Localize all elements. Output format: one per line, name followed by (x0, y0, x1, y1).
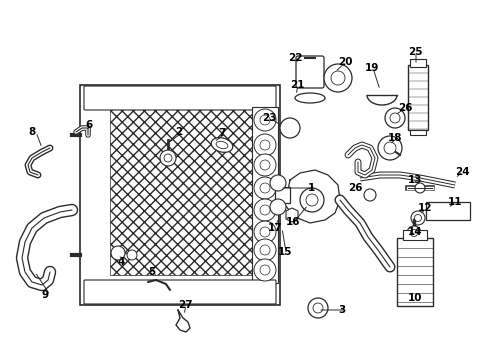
Text: 21: 21 (289, 80, 304, 90)
Text: 26: 26 (347, 183, 362, 193)
Polygon shape (285, 170, 339, 223)
Circle shape (377, 136, 401, 160)
Text: 2: 2 (175, 127, 182, 137)
Polygon shape (274, 187, 289, 203)
Text: 18: 18 (387, 133, 402, 143)
FancyBboxPatch shape (84, 280, 275, 304)
Circle shape (384, 108, 404, 128)
Ellipse shape (294, 93, 325, 103)
Bar (409, 130, 425, 135)
Bar (402, 230, 426, 240)
Text: 6: 6 (85, 120, 92, 130)
Text: 12: 12 (417, 203, 431, 213)
Bar (251, 107, 278, 283)
Bar (409, 59, 425, 67)
Text: 14: 14 (407, 227, 422, 237)
Text: 27: 27 (178, 300, 192, 310)
Circle shape (269, 175, 285, 191)
Text: 7: 7 (218, 128, 225, 138)
Text: 15: 15 (278, 247, 292, 257)
Text: 4: 4 (118, 257, 125, 267)
Bar (80, 85, 280, 305)
Circle shape (414, 183, 424, 193)
Circle shape (305, 194, 317, 206)
Circle shape (260, 140, 269, 150)
Circle shape (312, 303, 323, 313)
Text: 19: 19 (364, 63, 379, 73)
Circle shape (260, 183, 269, 193)
Circle shape (111, 246, 125, 260)
Bar (407, 65, 427, 130)
Circle shape (409, 230, 417, 237)
Circle shape (253, 109, 275, 131)
Circle shape (160, 150, 176, 166)
Circle shape (383, 142, 395, 154)
Text: 23: 23 (262, 113, 276, 123)
Text: 10: 10 (407, 293, 422, 303)
Bar (110, 105, 254, 275)
Text: 24: 24 (454, 167, 468, 177)
Text: 11: 11 (447, 197, 462, 207)
Circle shape (299, 188, 324, 212)
Circle shape (127, 250, 137, 260)
Text: 3: 3 (337, 305, 345, 315)
Text: 17: 17 (267, 223, 282, 233)
Circle shape (163, 154, 172, 162)
Circle shape (324, 64, 351, 92)
Circle shape (253, 239, 275, 261)
Circle shape (260, 160, 269, 170)
Circle shape (389, 113, 399, 123)
Bar (425, 202, 469, 220)
FancyBboxPatch shape (295, 56, 324, 88)
Circle shape (414, 215, 421, 221)
Circle shape (363, 189, 375, 201)
Polygon shape (285, 208, 297, 222)
Ellipse shape (211, 138, 232, 152)
Circle shape (253, 199, 275, 221)
Text: 5: 5 (148, 267, 155, 277)
Circle shape (260, 245, 269, 255)
Circle shape (253, 259, 275, 281)
Circle shape (253, 177, 275, 199)
Text: 9: 9 (42, 290, 49, 300)
Ellipse shape (216, 141, 227, 149)
Text: 20: 20 (337, 57, 352, 67)
Circle shape (269, 199, 285, 215)
Circle shape (260, 115, 269, 125)
Circle shape (260, 265, 269, 275)
Circle shape (280, 118, 299, 138)
Circle shape (260, 205, 269, 215)
Circle shape (410, 211, 424, 225)
Text: 26: 26 (397, 103, 412, 113)
Text: 8: 8 (28, 127, 35, 137)
Circle shape (406, 226, 420, 240)
Circle shape (253, 221, 275, 243)
Circle shape (330, 71, 345, 85)
Text: 1: 1 (307, 183, 315, 193)
Text: 25: 25 (407, 47, 422, 57)
Text: 16: 16 (285, 217, 300, 227)
FancyBboxPatch shape (84, 86, 275, 110)
Circle shape (253, 134, 275, 156)
Bar (396, 238, 432, 306)
Text: 13: 13 (407, 175, 422, 185)
Circle shape (253, 154, 275, 176)
Circle shape (260, 227, 269, 237)
Circle shape (307, 298, 327, 318)
Text: 22: 22 (287, 53, 302, 63)
